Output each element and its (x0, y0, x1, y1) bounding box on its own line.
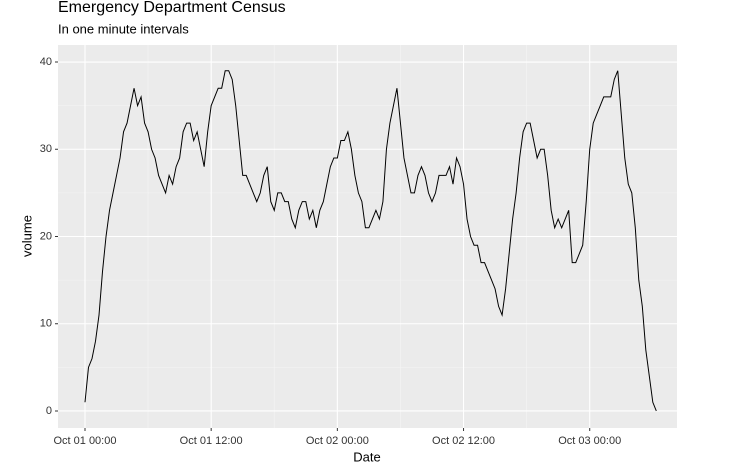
y-tick-label: 30 (40, 143, 52, 155)
y-axis-label: volume (19, 215, 34, 257)
x-tick-label: Oct 01 12:00 (180, 435, 243, 447)
x-tick-label: Oct 03 00:00 (558, 435, 621, 447)
x-tick-label: Oct 01 00:00 (53, 435, 116, 447)
series-line (84, 70, 657, 412)
chart-title: Emergency Department Census (58, 0, 286, 16)
x-axis-label: Date (353, 449, 380, 464)
x-tick-label: Oct 02 00:00 (306, 435, 369, 447)
y-tick-label: 40 (40, 56, 52, 68)
x-tick-label: Oct 02 12:00 (432, 435, 495, 447)
chart-subtitle: In one minute intervals (58, 21, 189, 36)
y-tick-label: 20 (40, 230, 52, 242)
y-tick-label: 0 (46, 405, 52, 417)
y-tick-label: 10 (40, 318, 52, 330)
